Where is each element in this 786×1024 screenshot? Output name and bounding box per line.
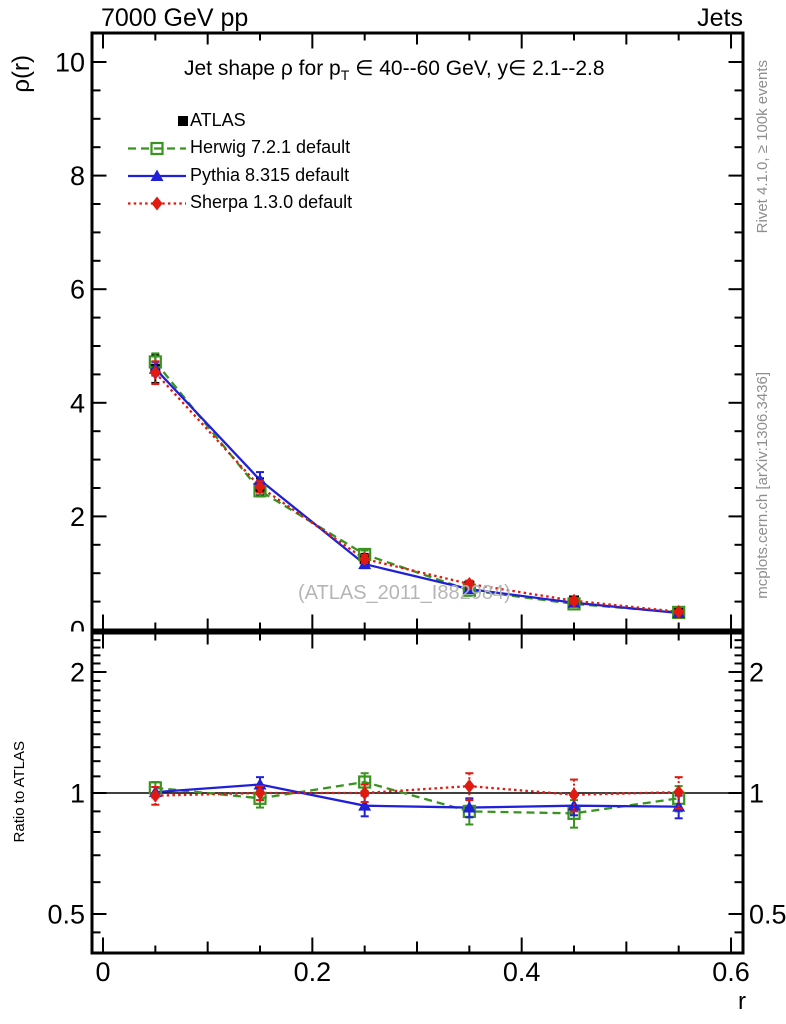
mcplots-arxiv-note: mcplots.cern.ch [arXiv:1306.3436] [753, 371, 771, 599]
axis-tick-label: 6 [70, 275, 85, 305]
series-line-pythia [155, 783, 679, 809]
data-marker [359, 552, 371, 566]
main-panel-frame [90, 31, 745, 632]
legend-label-atlas: ATLAS [190, 110, 246, 130]
analysis-group-label: Jets [697, 4, 743, 32]
data-marker [151, 196, 163, 211]
ratio-axis-title: Ratio to ATLAS [10, 741, 28, 843]
axis-tick-label: 0 [95, 957, 110, 987]
axis-tick-label: 0.2 [294, 957, 332, 987]
axis-tick-label: 0.5 [749, 900, 786, 930]
legend-label-herwig: Herwig 7.2.1 default [190, 137, 351, 157]
axis-tick-label: 1 [70, 779, 85, 809]
analysis-id-watermark: (ATLAS_2011_I882984) [298, 582, 511, 604]
beam-info-label: 7000 GeV pp [101, 4, 249, 32]
data-marker [150, 169, 164, 181]
series-points-sherpa [149, 772, 685, 813]
legend-swatches [128, 116, 188, 211]
plot-title-pre: Jet shape ρ for p [184, 57, 341, 80]
data-marker [568, 593, 580, 608]
rivet-version-note: Rivet 4.1.0, ≥ 100k events [753, 60, 771, 234]
data-marker [150, 141, 164, 156]
axis-tick-label: 2 [70, 502, 85, 532]
x-axis-title: r [738, 988, 746, 1015]
legend-label-pythia: Pythia 8.315 default [190, 165, 350, 185]
y-axis-title: ρ(r) [8, 55, 35, 93]
data-marker [463, 576, 475, 591]
data-marker [673, 785, 685, 800]
data-marker [254, 786, 266, 800]
data-marker [673, 604, 685, 619]
legend-label-sherpa: Sherpa 1.3.0 default [190, 192, 353, 212]
data-marker [568, 787, 580, 802]
series-points-sherpa [149, 360, 685, 619]
plot-title-post: ∈ 40--60 GeV, y∈ 2.1--2.8 [349, 57, 605, 80]
axis-tick-label: 0.4 [503, 957, 541, 987]
data-marker [462, 801, 476, 813]
axis-tick-label: 0 [70, 616, 85, 646]
data-marker [149, 365, 161, 380]
series-points-pythia [148, 360, 686, 618]
series-line-herwig [155, 780, 679, 815]
data-marker [359, 786, 371, 800]
data-marker [254, 479, 266, 494]
data-marker [463, 779, 475, 794]
axis-tick-label: 0.6 [712, 957, 750, 987]
plot-title-sub: T [340, 67, 350, 84]
data-marker [358, 799, 372, 811]
axis-tick-label: 10 [55, 48, 85, 78]
axis-tick-label: 4 [70, 388, 85, 418]
axis-tick-label: 8 [70, 161, 85, 191]
series-line-sherpa [155, 785, 679, 797]
data-marker [178, 116, 188, 126]
series-line-sherpa [154, 371, 679, 613]
series-points-herwig [148, 352, 686, 619]
data-marker [149, 788, 161, 803]
axis-tick-label: 1 [749, 779, 764, 809]
axis-tick-label: 0.5 [47, 900, 85, 930]
plot-title: Jet shape ρ for pT ∈ 40--60 GeV, y∈ 2.1-… [184, 56, 605, 83]
axis-tick-label: 2 [749, 658, 764, 688]
axis-tick-label: 2 [70, 658, 85, 688]
axis-ticks [93, 34, 742, 952]
axis-tick-labels: 0 0.2 0.4 0.6 0 2 4 6 8 10 0.5 0.5 1 1 2 2 [47, 48, 786, 988]
series-line-herwig [154, 361, 679, 614]
series-points-herwig [148, 772, 686, 829]
series-line-pythia [154, 367, 679, 615]
